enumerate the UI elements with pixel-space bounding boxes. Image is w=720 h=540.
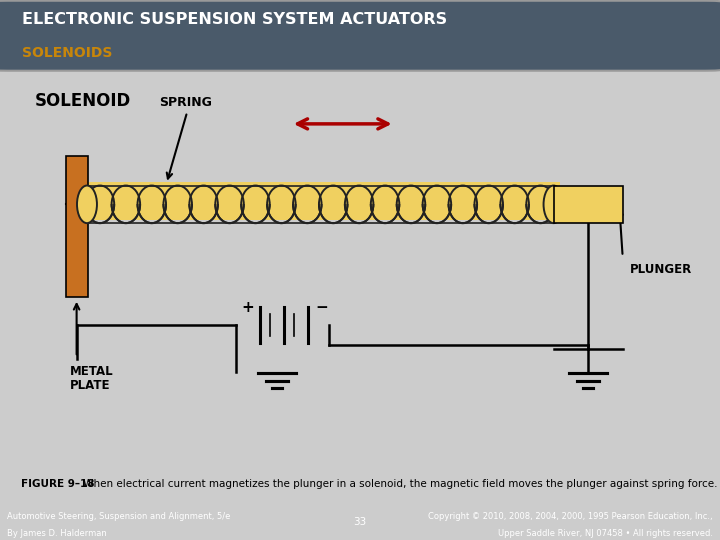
Text: Upper Saddle River, NJ 07458 • All rights reserved.: Upper Saddle River, NJ 07458 • All right… xyxy=(498,529,713,538)
Text: SOLENOID: SOLENOID xyxy=(35,92,131,110)
Text: −: − xyxy=(315,300,328,315)
Bar xyxy=(80,181,560,204)
Text: Copyright © 2010, 2008, 2004, 2000, 1995 Pearson Education, Inc.,: Copyright © 2010, 2008, 2004, 2000, 1995… xyxy=(428,512,713,521)
Text: 33: 33 xyxy=(354,517,366,528)
Text: SPRING: SPRING xyxy=(160,96,212,109)
Text: +: + xyxy=(241,300,254,315)
Text: SOLENOIDS: SOLENOIDS xyxy=(22,46,112,60)
Text: PLUNGER: PLUNGER xyxy=(629,262,692,275)
Text: METAL
PLATE: METAL PLATE xyxy=(70,365,113,392)
Bar xyxy=(66,156,88,297)
Ellipse shape xyxy=(77,186,97,223)
Text: Automotive Steering, Suspension and Alignment, 5/e: Automotive Steering, Suspension and Alig… xyxy=(7,512,230,521)
Bar xyxy=(554,186,623,223)
Ellipse shape xyxy=(544,186,564,223)
FancyBboxPatch shape xyxy=(0,1,720,71)
Bar xyxy=(87,188,554,220)
Text: By James D. Halderman: By James D. Halderman xyxy=(7,529,107,538)
Text: ELECTRONIC SUSPENSION SYSTEM ACTUATORS: ELECTRONIC SUSPENSION SYSTEM ACTUATORS xyxy=(22,12,446,27)
Text: When electrical current magnetizes the plunger in a solenoid, the magnetic field: When electrical current magnetizes the p… xyxy=(80,479,720,489)
Text: FIGURE 9–18: FIGURE 9–18 xyxy=(22,479,95,489)
